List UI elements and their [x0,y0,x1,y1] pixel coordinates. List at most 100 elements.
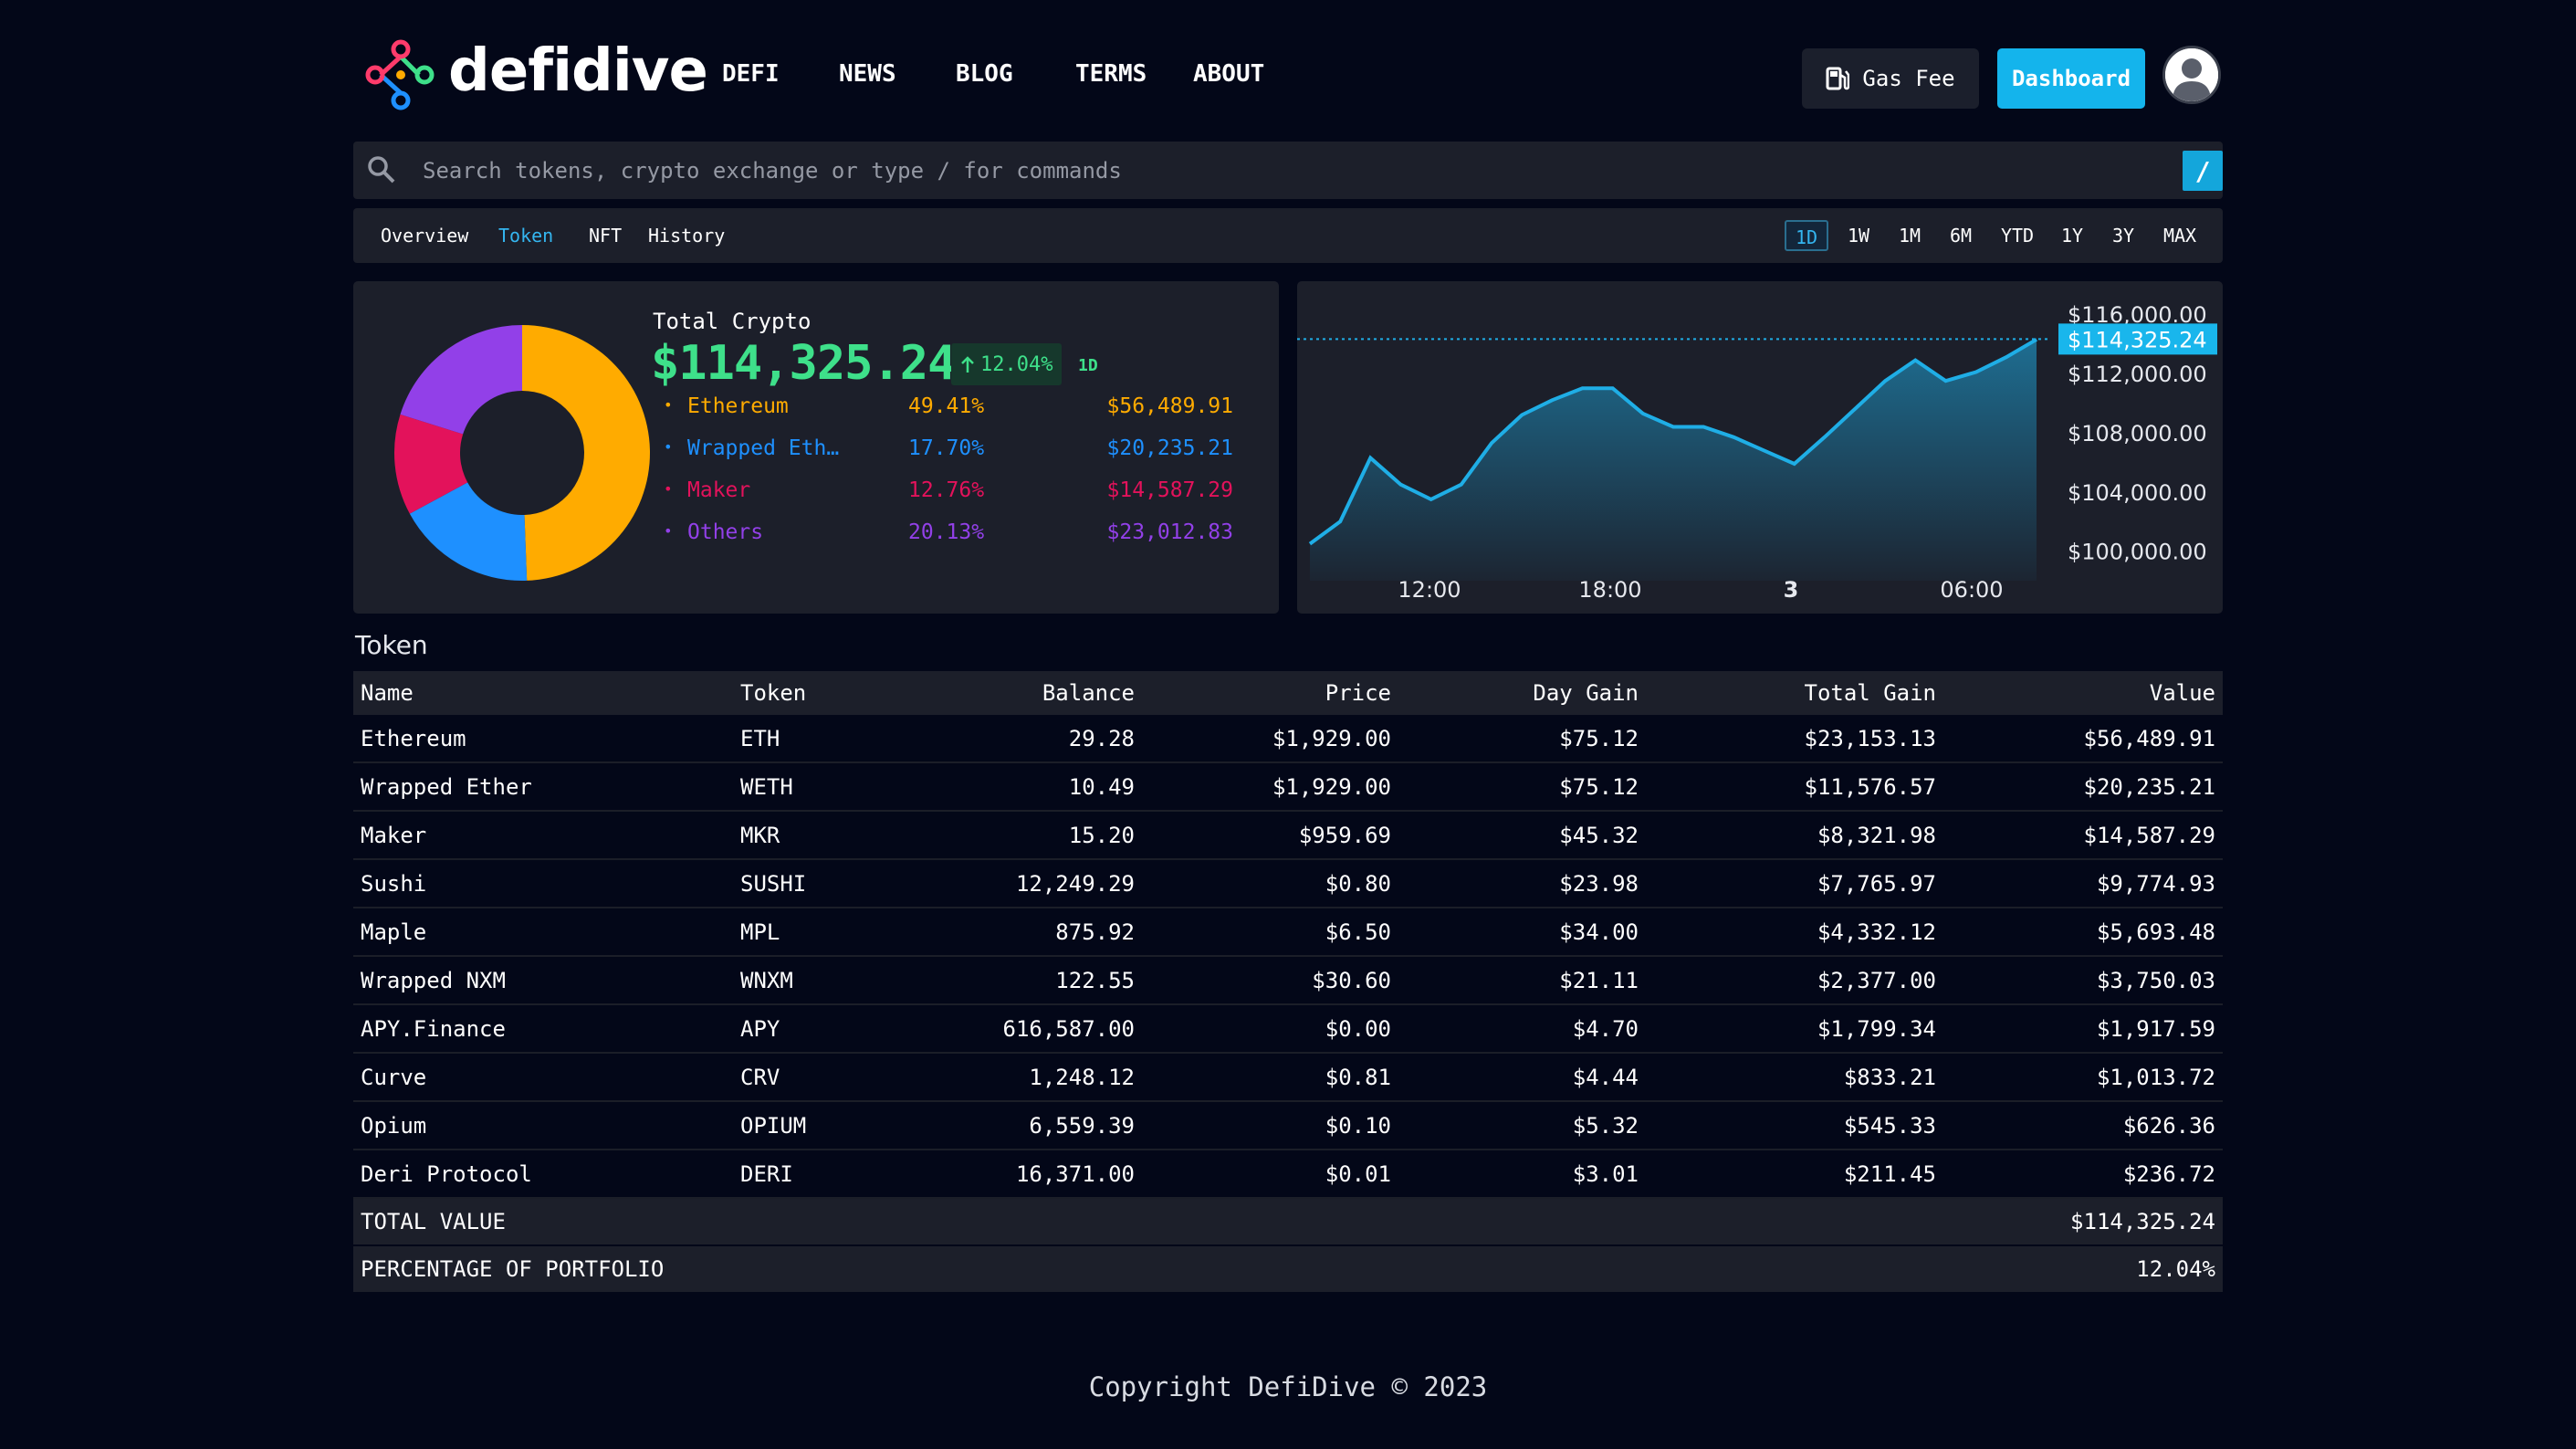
change-badge: 12.04% [951,343,1063,385]
range-1w[interactable]: 1W [1847,225,1870,247]
donut-slice[interactable] [400,325,522,435]
cell-token: OPIUM [733,1101,912,1150]
y-tick-label: $112,000.00 [2068,362,2207,387]
cell-name: APY.Finance [353,1004,733,1054]
legend-item: • Others 20.13% $23,012.83 [664,520,1248,548]
donut-slice[interactable] [409,482,528,581]
cell-price: $959.69 [1142,811,1398,860]
y-tick-label: $104,000.00 [2068,480,2207,506]
cell-price: $30.60 [1142,956,1398,1005]
footer-copyright: Copyright DefiDive © 2023 [1088,1371,1488,1402]
nav-about[interactable]: ABOUT [1193,60,1265,88]
cell-total-gain: $11,576.57 [1646,762,1943,812]
cell-token: WNXM [733,956,912,1005]
table-row[interactable]: Maple MPL 875.92 $6.50 $34.00 $4,332.12 $5,693… [353,908,2223,957]
col-day-gain[interactable]: Day Gain [1398,671,1646,715]
cell-name: Maker [353,811,733,860]
legend-item: • Maker 12.76% $14,587.29 [664,478,1248,506]
table-row[interactable]: Sushi SUSHI 12,249.29 $0.80 $23.98 $7,765.97 $… [353,859,2223,908]
table-row[interactable]: Wrapped NXM WNXM 122.55 $30.60 $21.11 $2,377.… [353,956,2223,1005]
cell-day-gain: $75.12 [1398,715,1646,763]
donut-slice[interactable] [522,325,650,581]
nav-terms[interactable]: TERMS [1075,60,1147,88]
cell-balance: 12,249.29 [912,859,1142,908]
cell-token: MKR [733,811,912,860]
nav-defi[interactable]: DEFI [722,60,780,88]
table-row[interactable]: Deri Protocol DERI 16,371.00 $0.01 $3.01 $211… [353,1150,2223,1199]
range-1d[interactable]: 1D [1785,220,1828,251]
cell-token: DERI [733,1150,912,1199]
table-row[interactable]: Opium OPIUM 6,559.39 $0.10 $5.32 $545.33 $626.… [353,1101,2223,1150]
cell-price: $0.80 [1142,859,1398,908]
avatar[interactable] [2162,46,2221,104]
cell-total-gain: $8,321.98 [1646,811,1943,860]
legend-item: • Wrapped Eth… 17.70% $20,235.21 [664,436,1248,464]
cell-balance: 1,248.12 [912,1053,1142,1102]
range-ytd[interactable]: YTD [2000,225,2035,247]
legend-name: Maker [687,478,751,502]
legend-name: Wrapped Eth… [687,436,840,460]
current-value-badge [2058,323,2217,355]
table-row[interactable]: APY.Finance APY 616,587.00 $0.00 $4.70 $1,799… [353,1004,2223,1054]
cell-balance: 29.28 [912,715,1142,763]
total-crypto-value: $114,325.24 [651,336,956,391]
cell-day-gain: $34.00 [1398,908,1646,957]
legend-item: • Ethereum 49.41% $56,489.91 [664,394,1248,422]
cell-token: MPL [733,908,912,957]
cell-token: WETH [733,762,912,812]
range-3y[interactable]: 3Y [2111,225,2135,247]
tab-nft[interactable]: NFT [589,225,623,247]
y-tick-label: $100,000.00 [2068,540,2207,565]
total-value-label: TOTAL VALUE [353,1198,1943,1246]
logo[interactable]: defidive [362,37,708,113]
range-max[interactable]: MAX [2162,225,2197,247]
area-fill [1310,339,2037,581]
cell-value: $5,693.48 [1943,908,2223,957]
table-row[interactable]: Curve CRV 1,248.12 $0.81 $4.44 $833.21 $1,013.… [353,1053,2223,1102]
cell-value: $3,750.03 [1943,956,2223,1005]
nav-news[interactable]: NEWS [839,60,896,88]
gas-fee-button[interactable]: Gas Fee [1802,48,1979,109]
cell-token: CRV [733,1053,912,1102]
cell-day-gain: $4.44 [1398,1053,1646,1102]
cell-total-gain: $2,377.00 [1646,956,1943,1005]
cell-value: $626.36 [1943,1101,2223,1150]
tab-history[interactable]: History [648,225,726,247]
col-total-gain[interactable]: Total Gain [1646,671,1943,715]
cell-price: $0.81 [1142,1053,1398,1102]
command-shortcut-button[interactable]: / [2183,151,2223,191]
dashboard-button[interactable]: Dashboard [1997,48,2145,109]
col-token[interactable]: Token [733,671,912,715]
tab-token[interactable]: Token [498,225,554,247]
x-tick-label: 12:00 [1398,577,1461,603]
cell-balance: 875.92 [912,908,1142,957]
col-name[interactable]: Name [353,671,733,715]
cell-price: $1,929.00 [1142,762,1398,812]
price-chart-card: $116,000.00 $112,000.00 $108,000.00 $104,00… [1297,281,2223,614]
cell-name: Wrapped Ether [353,762,733,812]
x-tick-label: 06:00 [1940,577,2003,603]
col-price[interactable]: Price [1142,671,1398,715]
col-value[interactable]: Value [1943,671,2223,715]
table-row[interactable]: Ethereum ETH 29.28 $1,929.00 $75.12 $23,153.1… [353,715,2223,763]
nav-blog[interactable]: BLOG [956,60,1013,88]
range-6m[interactable]: 6M [1949,225,1973,247]
legend-value: $20,235.21 [1106,436,1233,460]
table-row[interactable]: Maker MKR 15.20 $959.69 $45.32 $8,321.98 $14,5… [353,811,2223,860]
search-input[interactable] [421,151,2068,191]
tab-overview[interactable]: Overview [381,225,469,247]
legend-value: $14,587.29 [1106,478,1233,502]
range-1y[interactable]: 1Y [2060,225,2084,247]
user-avatar-icon [2165,48,2218,101]
cell-value: $236.72 [1943,1150,2223,1199]
cell-total-gain: $7,765.97 [1646,859,1943,908]
cell-total-gain: $23,153.13 [1646,715,1943,763]
x-tick-label: 3 [1784,577,1799,603]
donut-slice[interactable] [394,414,468,514]
search-icon [368,156,395,184]
cell-name: Sushi [353,859,733,908]
percentage-label: PERCENTAGE OF PORTFOLIO [353,1245,1943,1294]
col-balance[interactable]: Balance [912,671,1142,715]
range-1m[interactable]: 1M [1898,225,1922,247]
table-row[interactable]: Wrapped Ether WETH 10.49 $1,929.00 $75.12 $11… [353,762,2223,812]
